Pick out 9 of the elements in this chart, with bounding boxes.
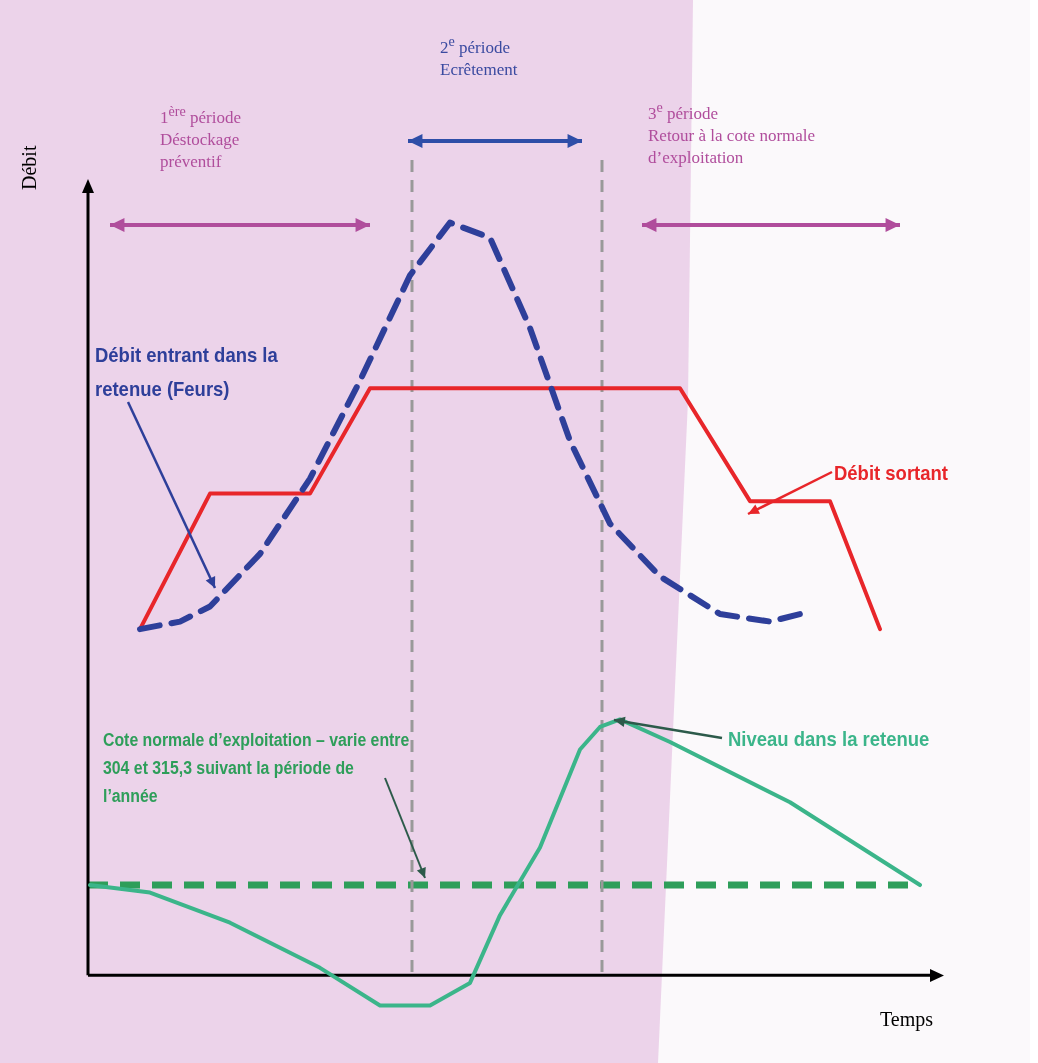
text: 1$^{ère}$ période Déstockage préventif: [160, 102, 242, 173]
text: Débit entrant dans la retenue (Feurs): [95, 342, 279, 402]
text: 3$^{e}$ période Retour à la cote normale d’exploitation: [648, 98, 816, 169]
series-label: Niveau dans la retenue: [728, 726, 931, 752]
ref-line-label: Cote normale d’exploitation – varie entre 304 et 315,3 suivant la période de l’année: [103, 729, 411, 808]
y-axis-title: Débit: [18, 145, 41, 190]
x-axis-title: Temps: [880, 1008, 934, 1031]
series-label: Débit sortant: [834, 460, 949, 486]
text: 2$^{e}$ période Ecrêtement: [440, 32, 518, 81]
